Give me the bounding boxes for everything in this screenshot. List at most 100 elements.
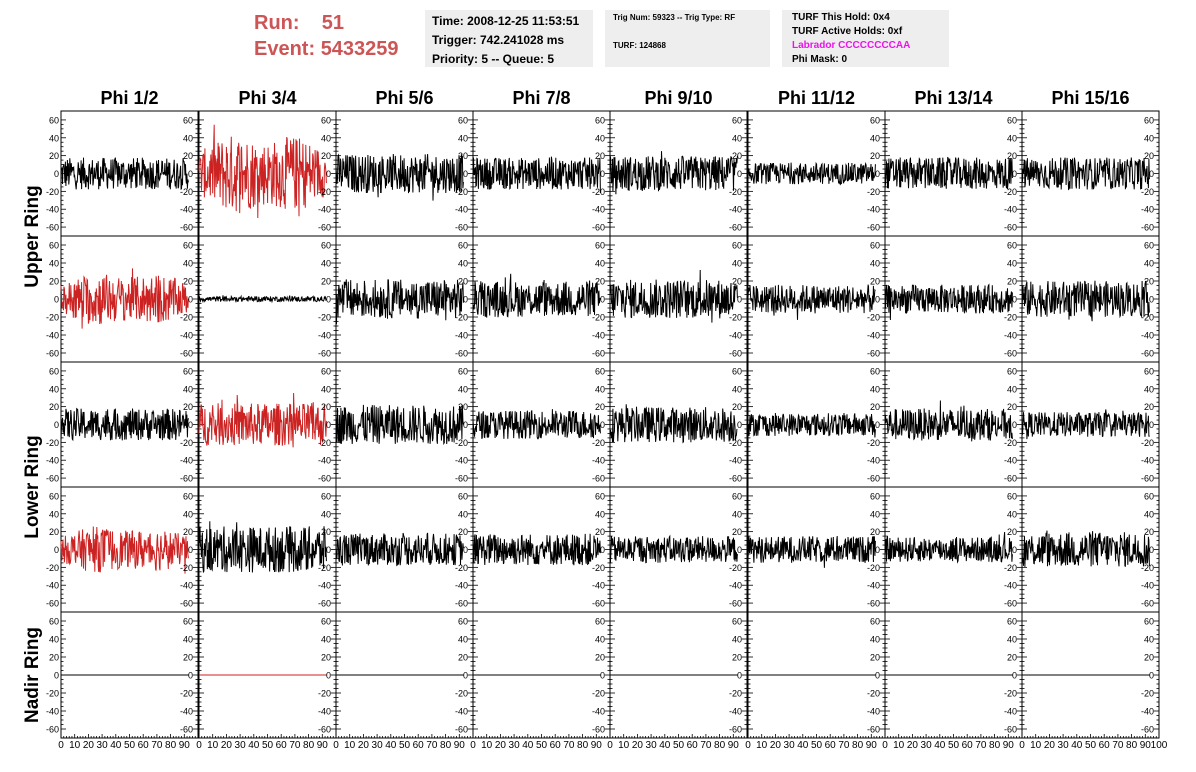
y-tick-label: 0 [326,545,331,555]
y-tick-label: -60 [46,223,59,233]
y-tick-label: -60 [729,599,742,609]
y-tick-label: -40 [318,205,331,215]
waveform-panel [335,235,474,363]
y-tick-label: 0 [1149,420,1154,430]
y-tick-label: 40 [1007,259,1017,269]
y-tick-label: 0 [1012,295,1017,305]
run-event-header: Run: 51 Event: 5433259 [254,10,399,62]
y-tick-label: 60 [595,115,605,125]
y-tick-label: -20 [1141,187,1154,197]
y-tick-label: 60 [732,617,742,627]
y-tick-label: 20 [870,402,880,412]
y-tick-label: 60 [458,115,468,125]
y-tick-label: 40 [458,635,468,645]
y-tick-label: -20 [1004,689,1017,699]
y-tick-label: -20 [455,313,468,323]
turf-active-holds-text: TURF Active Holds: 0xf [792,26,903,37]
x-tick-label: 20 [907,740,919,751]
x-tick-label: 30 [235,740,247,751]
y-tick-label: 60 [870,241,880,251]
y-tick-label: 0 [188,295,193,305]
y-tick-label: 60 [595,366,605,376]
y-tick-label: -20 [318,438,331,448]
y-tick-label: 60 [1144,617,1154,627]
waveform-panel [198,611,337,739]
y-tick-label: 20 [595,402,605,412]
x-tick-label: 30 [372,740,384,751]
y-tick-label: -20 [180,187,193,197]
y-tick-label: 0 [875,420,880,430]
ring-label: Lower Ring [22,435,43,538]
x-tick-label: 10 [756,740,768,751]
y-tick-label: 40 [1144,635,1154,645]
y-tick-label: -40 [592,205,605,215]
y-tick-label: 40 [321,133,331,143]
run-label: Run: [254,12,300,34]
waveform-panel [884,486,1023,613]
y-tick-label: 60 [49,241,59,251]
turf-this-hold-text: TURF This Hold: 0x4 [792,12,890,23]
x-tick-label: 60 [138,740,150,751]
y-tick-label: 20 [458,527,468,537]
x-tick-label: 40 [385,740,397,751]
x-tick-label: 0 [607,740,613,751]
x-tick-label: 100 [1151,740,1168,751]
y-tick-label: 60 [870,491,880,501]
y-tick-label: 20 [321,527,331,537]
y-tick-label: 60 [49,366,59,376]
y-tick-label: 20 [1144,277,1154,287]
y-tick-label: 40 [732,259,742,269]
waveform-trace [335,153,464,201]
event-label: Event: [254,38,316,60]
y-tick-label: 20 [1144,653,1154,663]
y-tick-label: 40 [595,509,605,519]
y-tick-label: 20 [1144,527,1154,537]
y-tick-label: -20 [46,438,59,448]
y-tick-label: -20 [180,438,193,448]
y-tick-label: 0 [737,420,742,430]
y-tick-label: 60 [1007,491,1017,501]
y-tick-label: 0 [54,295,59,305]
x-tick-label: 0 [58,740,64,751]
y-tick-label: -60 [1004,349,1017,359]
y-tick-label: -20 [867,689,880,699]
y-tick-label: 60 [1144,115,1154,125]
y-tick-label: -20 [592,187,605,197]
waveform-trace [198,124,327,219]
y-tick-label: 0 [54,169,59,179]
x-tick-label: 60 [687,740,699,751]
waveform-panel [747,235,886,363]
y-tick-label: 0 [1012,545,1017,555]
y-tick-label: -40 [46,581,59,591]
y-tick-label: 20 [1007,402,1017,412]
x-tick-label: 50 [811,740,823,751]
y-tick-label: 40 [458,133,468,143]
y-tick-label: 40 [1007,635,1017,645]
y-tick-label: -20 [592,563,605,573]
y-tick-label: -40 [592,456,605,466]
column-title: Phi 5/6 [375,88,433,108]
y-tick-label: 60 [1007,617,1017,627]
y-tick-label: -60 [318,725,331,735]
run-value: 51 [321,12,345,34]
x-tick-label: 90 [317,740,329,751]
waveform-panel [335,110,474,237]
y-tick-label: 60 [1007,366,1017,376]
priority-text: Priority: 5 -- Queue: 5 [432,52,555,66]
x-tick-label: 0 [196,740,202,751]
y-tick-label: 0 [54,671,59,681]
x-tick-label: 80 [989,740,1001,751]
turf-num-text: TURF: 124868 [613,41,666,50]
x-tick-label: 30 [1058,740,1070,751]
y-tick-label: 40 [183,133,193,143]
y-tick-label: 0 [463,671,468,681]
waveform-panel [335,486,474,613]
y-tick-label: -40 [455,205,468,215]
y-tick-label: 40 [49,635,59,645]
x-tick-label: 40 [110,740,122,751]
y-tick-label: -40 [592,707,605,717]
waveform-panel [60,611,199,739]
x-tick-label: 60 [962,740,974,751]
waveform-trace [747,284,876,320]
y-tick-label: -60 [455,223,468,233]
